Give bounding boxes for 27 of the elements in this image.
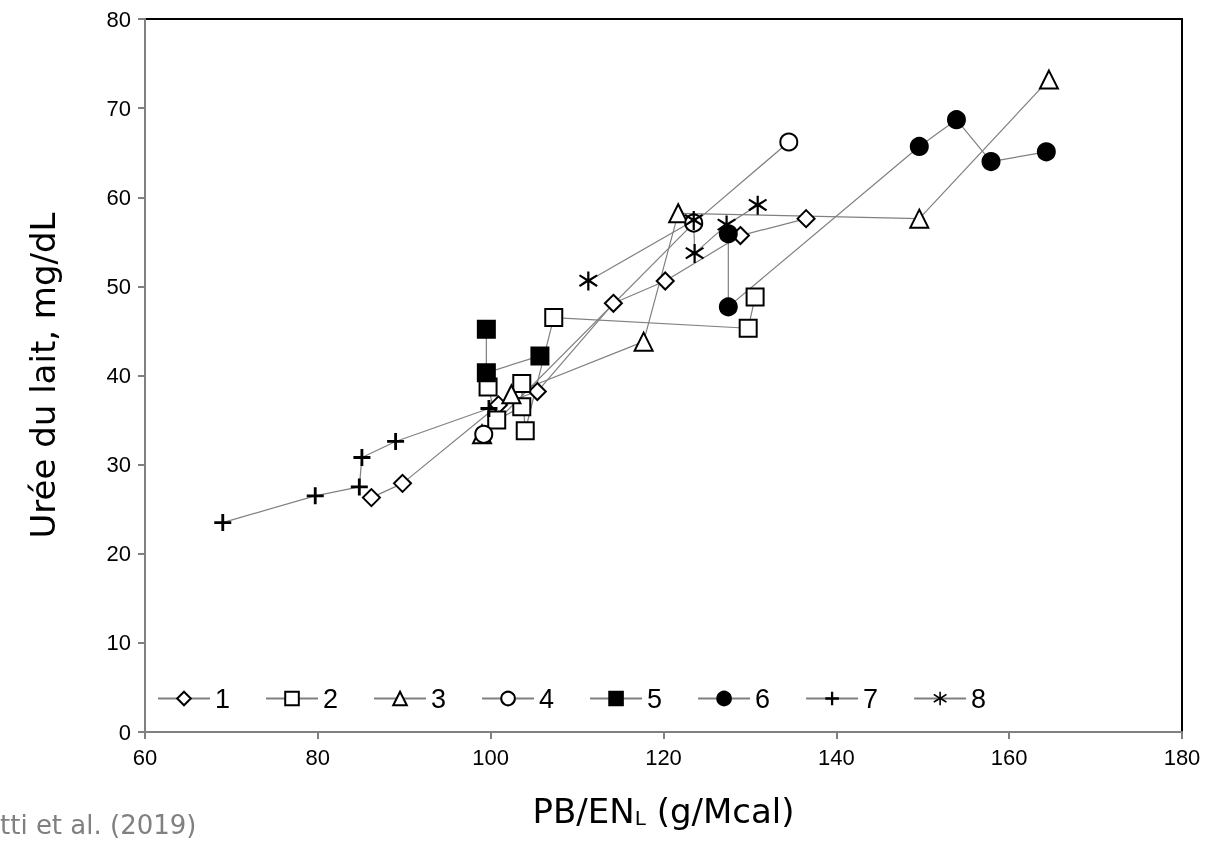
legend-label: 8	[971, 683, 987, 714]
x-tick-label: 80	[305, 744, 331, 770]
x-tick-label: 120	[645, 744, 682, 770]
y-tick-label: 0	[118, 719, 131, 745]
x-tick-label: 180	[1163, 744, 1201, 770]
x-tick-label: 60	[132, 744, 158, 770]
y-tick-label: 50	[106, 273, 131, 299]
legend-label: 4	[539, 683, 555, 714]
x-tick-label: 100	[472, 744, 510, 770]
y-tick-label: 70	[106, 95, 131, 121]
y-tick-label: 20	[106, 541, 131, 567]
text: tti et al. (2019)	[0, 810, 197, 840]
legend-label: 3	[431, 683, 447, 714]
y-axis-title: Urée du lait, mg/dL	[23, 212, 63, 539]
x-tick-label: 140	[817, 744, 855, 770]
legend-label: 1	[215, 683, 231, 714]
legend-label: 5	[647, 683, 663, 714]
y-tick-label: 10	[106, 630, 131, 656]
legend-label: 2	[323, 683, 339, 714]
legend-label: 6	[755, 683, 771, 714]
y-tick-label: 40	[106, 363, 131, 388]
x-tick-label: 160	[990, 744, 1028, 770]
y-tick-label: 80	[106, 6, 131, 32]
x-axis-title: PB/ENL (g/Mcal)	[532, 791, 795, 831]
legend-label: 7	[863, 683, 879, 714]
y-tick-label: 60	[106, 184, 131, 210]
y-tick-label: 30	[106, 452, 131, 478]
